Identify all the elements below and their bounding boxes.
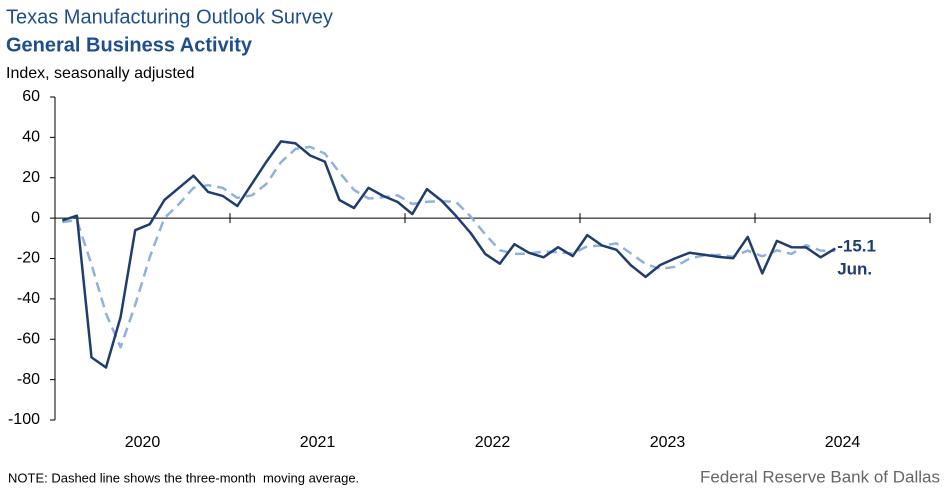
y-tick-label: 20 bbox=[22, 169, 40, 186]
y-tick-label: -80 bbox=[17, 371, 40, 388]
annotation: Jun. bbox=[837, 259, 872, 278]
x-tick-label: 2024 bbox=[825, 434, 861, 451]
note: NOTE: Dashed line shows the three-month … bbox=[8, 470, 359, 485]
y-tick-label: -40 bbox=[17, 290, 40, 307]
chart-subtitle: General Business Activity bbox=[6, 34, 253, 56]
x-tick-label: 2020 bbox=[125, 434, 161, 451]
source: Federal Reserve Bank of Dallas bbox=[700, 467, 940, 486]
x-tick-label: 2021 bbox=[300, 434, 336, 451]
y-tick-label: -20 bbox=[17, 250, 40, 267]
moving-average-line bbox=[62, 145, 836, 349]
y-axis-label: Index, seasonally adjusted bbox=[6, 65, 195, 82]
y-tick-label: -100 bbox=[8, 411, 40, 428]
x-tick-label: 2023 bbox=[650, 434, 686, 451]
index-line bbox=[61, 140, 836, 369]
chart-title: Texas Manufacturing Outlook Survey bbox=[6, 6, 333, 28]
y-tick-label: 40 bbox=[22, 129, 40, 146]
y-tick-label: -60 bbox=[17, 330, 40, 347]
value-label: -15.1 bbox=[837, 236, 876, 255]
x-tick-label: 2022 bbox=[475, 434, 511, 451]
y-tick-label: 60 bbox=[22, 88, 40, 105]
y-tick-label: 0 bbox=[31, 209, 40, 226]
